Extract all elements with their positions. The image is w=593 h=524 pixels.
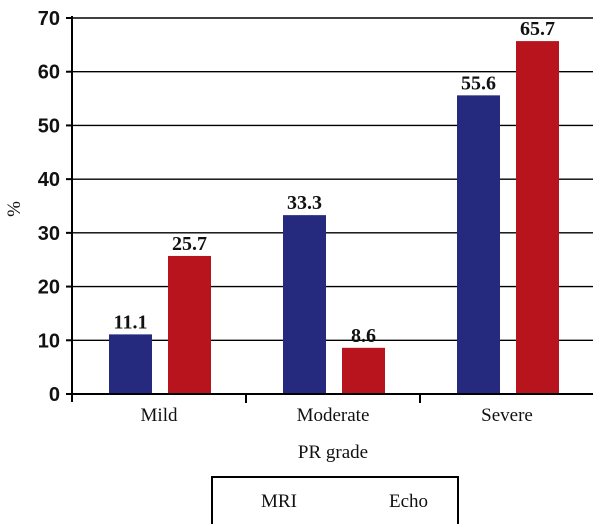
y-tick-label: 30: [38, 223, 60, 245]
x-axis-title: PR grade: [298, 442, 368, 463]
data-label-mri-severe: 55.6: [461, 72, 496, 94]
bar-mri-severe: [457, 95, 500, 394]
y-tick-label: 50: [38, 115, 60, 137]
data-label-echo-mild: 25.7: [172, 233, 207, 255]
data-label-mri-moderate: 33.3: [287, 192, 322, 214]
y-tick-label: 40: [38, 169, 60, 191]
data-labels: 11.1 25.7 33.3 8.6 55.6 65.7: [114, 18, 555, 347]
bar-echo-mild: [168, 255, 211, 394]
data-label-echo-severe: 65.7: [520, 18, 555, 40]
y-tick-label: 0: [49, 384, 60, 406]
axes: [66, 16, 593, 402]
gridlines: [72, 17, 593, 341]
data-label-mri-mild: 11.1: [114, 311, 148, 333]
bar-mri-mild: [109, 334, 152, 394]
y-axis-title: %: [4, 201, 25, 217]
x-tick-label-moderate: Moderate: [297, 405, 370, 426]
bar-echo-moderate: [342, 347, 385, 394]
y-tick-label: 10: [38, 330, 60, 352]
y-tick-label: 20: [38, 277, 60, 299]
y-ticks: 0 10 20 30 40 50 60 70: [38, 8, 72, 406]
x-tick-label-severe: Severe: [481, 405, 533, 426]
bar-mri-moderate: [283, 215, 326, 394]
bar-echo-severe: [516, 41, 559, 395]
legend-entry-mri: MRI: [261, 491, 297, 512]
legend-entry-echo: Echo: [389, 491, 428, 512]
legend-box: [211, 476, 459, 524]
bars: [109, 41, 559, 395]
legend: MRI Echo: [211, 476, 459, 524]
y-tick-label: 60: [38, 62, 60, 84]
data-label-echo-moderate: 8.6: [351, 325, 376, 347]
x-tick-label-mild: Mild: [141, 405, 178, 426]
x-ticks: Mild Moderate Severe: [141, 394, 533, 426]
y-tick-label: 70: [38, 8, 60, 30]
